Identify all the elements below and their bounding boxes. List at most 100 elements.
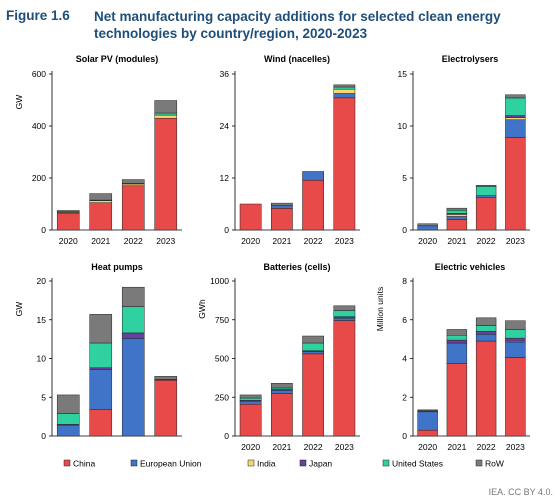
bar-row [505,94,526,99]
bar-row [89,193,113,201]
bar-china [271,208,293,231]
x-tick-label: 2022 [304,236,323,246]
y-tick-label: 0 [402,431,407,441]
chart-solar-pv-modules: Solar PV (modules) 0 200 400 600 GW 2020 2021 20… [14,54,182,246]
bar-row [56,210,80,213]
y-tick-label: 500 [215,354,229,364]
bar-china [56,212,80,231]
x-tick-label: 2020 [241,442,260,452]
chart-title: Heat pumps [91,262,143,272]
bar-united-states [89,342,113,369]
bar-china [302,179,324,231]
x-tick-label: 2020 [418,236,437,246]
y-tick-label: 750 [215,315,229,325]
bar-china [505,137,526,231]
legend-swatch-japan [299,459,307,467]
legend-label-european-union: European Union [140,459,202,469]
legend-swatch-china [63,459,71,467]
bar-european-union [239,400,262,405]
y-tick-label: 0 [41,431,46,441]
x-tick-label: 2021 [272,442,291,452]
bar-japan [121,332,145,339]
x-tick-label: 2023 [506,442,525,452]
bar-european-union [505,119,526,138]
y-tick-label: 10 [398,121,408,131]
bar-row [239,394,262,399]
bar-china [446,219,468,231]
bar-united-states [505,97,526,116]
bar-row [121,179,145,184]
chart-heat-pumps: Heat pumps 0 5 10 15 20 GW [14,262,182,441]
bar-china [239,403,262,437]
y-tick-label: 15 [398,69,408,79]
bar-european-union [446,342,468,364]
bar-european-union [333,93,356,99]
figure-title: Figure 1.6 Net manufacturing capacity ad… [0,0,559,50]
bar-united-states [333,310,356,317]
legend-swatch-row [475,459,483,467]
bar-china [239,203,262,231]
y-tick-label: 4 [402,354,407,364]
legend-swatch-european-union [130,459,138,467]
chart-title: Solar PV (modules) [76,54,159,64]
bar-row [475,317,497,326]
bar-china [154,117,178,231]
x-tick-label: 2023 [156,236,175,246]
bar-european-union [475,195,497,199]
bar-india [505,117,526,121]
x-tick-label: 2022 [304,442,323,452]
y-tick-label: 12 [220,173,230,183]
bar-european-union [302,351,324,355]
bar-european-union [333,317,356,321]
bar-european-union [56,424,80,437]
bar-european-union [302,171,324,181]
y-tick-label: 10 [37,354,47,364]
x-tick-label: 2021 [272,236,291,246]
y-tick-label: 0 [224,225,229,235]
bar-united-states [154,112,178,116]
chart-electric-vehicles: Electric vehicles 0 2 4 6 8 Million units 2020 2… [375,262,530,452]
bar-row [154,376,178,380]
bar-row [505,320,526,330]
bar-united-states [333,86,356,90]
credit-text: IEA. CC BY 4.0. [488,487,553,497]
y-tick-label: 24 [220,121,230,131]
y-axis-label: GW [14,302,24,317]
bar-european-union [271,390,293,394]
x-tick-label: 2022 [124,236,143,246]
bar-row [271,202,293,206]
bar-row [302,335,324,344]
y-tick-label: 250 [215,392,229,402]
bar-row [417,223,438,227]
y-tick-label: 8 [402,276,407,286]
bar-china [154,379,178,437]
bar-china [417,429,438,437]
bar-european-union [271,205,293,209]
y-tick-label: 36 [220,69,230,79]
bar-european-union [475,334,497,342]
y-tick-label: 20 [37,276,47,286]
bar-china [89,202,113,231]
bar-china [89,409,113,437]
y-tick-label: 0 [224,431,229,441]
bar-china [302,353,324,437]
bar-japan [475,331,497,335]
bar-european-union [417,411,438,431]
legend-label-united-states: United States [392,459,443,469]
chart-title: Electric vehicles [435,262,506,272]
bar-china [271,393,293,437]
bar-row [154,100,178,114]
bar-row [446,329,468,336]
x-tick-label: 2022 [477,236,496,246]
legend-label-row: RoW [485,459,504,469]
y-tick-label: 0 [41,225,46,235]
x-tick-label: 2021 [447,236,466,246]
bar-china [121,185,145,231]
bar-row [333,84,356,88]
x-tick-label: 2021 [447,442,466,452]
bar-japan [505,337,526,342]
bar-united-states [475,186,497,196]
chart-electrolysers: Electrolysers 0 5 10 15 2020 2021 2022 2023 [398,54,530,246]
x-tick-label: 2020 [418,442,437,452]
